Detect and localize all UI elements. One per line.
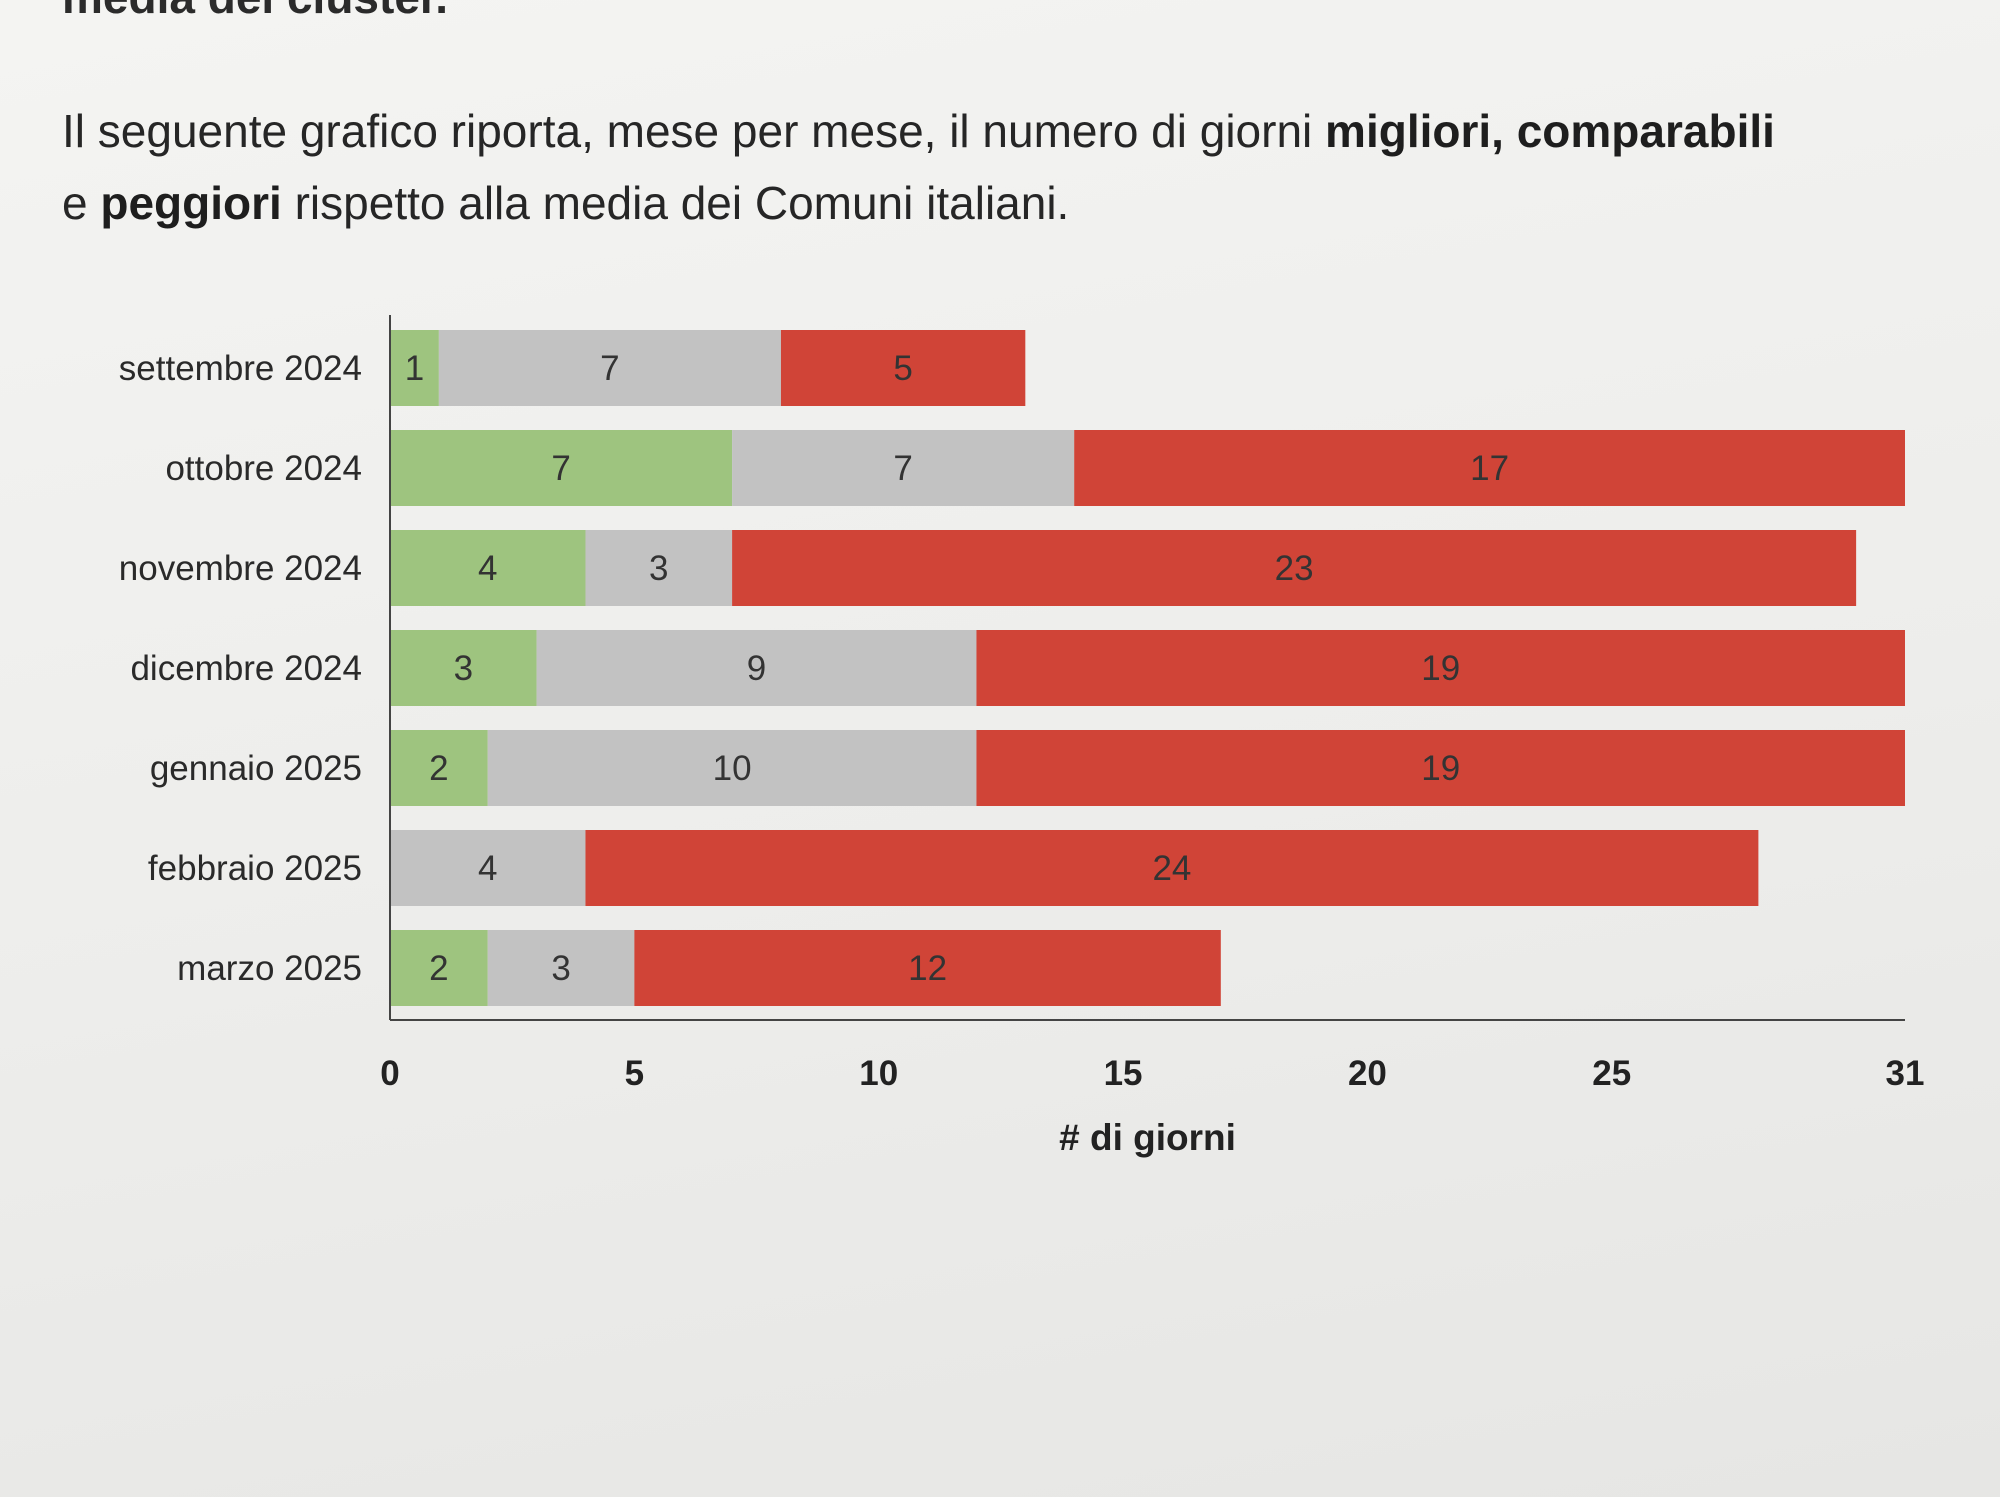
category-label: ottobre 2024	[165, 449, 362, 488]
bar-segment-migliori	[390, 530, 586, 606]
bar-segment-peggiori	[976, 630, 1905, 706]
x-axis-label: # di giorni	[1059, 1117, 1236, 1158]
data-label: 17	[1470, 449, 1509, 488]
data-label: 24	[1152, 849, 1191, 888]
data-label: 7	[551, 449, 570, 488]
bar-segment-migliori	[390, 330, 439, 406]
bar-segment-comparabili	[487, 930, 635, 1006]
category-label: novembre 2024	[119, 549, 362, 588]
data-label: 4	[478, 549, 497, 588]
data-label: 19	[1421, 749, 1460, 788]
data-label: 4	[478, 849, 497, 888]
data-label: 19	[1421, 649, 1460, 688]
bar-segment-comparabili	[585, 530, 733, 606]
bar-segment-migliori	[390, 630, 537, 706]
category-label: gennaio 2025	[150, 749, 362, 788]
category-label: dicembre 2024	[130, 649, 362, 688]
category-label: febbraio 2025	[148, 849, 362, 888]
bar-segment-peggiori	[634, 930, 1221, 1006]
intro-bold-peggiori: peggiori	[100, 177, 282, 229]
category-label: settembre 2024	[119, 349, 362, 388]
x-tick-label: 0	[380, 1054, 399, 1093]
x-tick-label: 20	[1348, 1054, 1387, 1093]
data-label: 23	[1275, 549, 1314, 588]
x-tick-label: 25	[1592, 1054, 1631, 1093]
bar-segment-migliori	[390, 430, 733, 506]
category-label: marzo 2025	[177, 949, 362, 988]
bar-segment-peggiori	[1074, 430, 1905, 506]
data-label: 9	[747, 649, 766, 688]
bar-segment-peggiori	[732, 530, 1857, 606]
x-tick-label: 5	[625, 1054, 644, 1093]
bar-segment-peggiori	[585, 830, 1759, 906]
intro-text-start: Il seguente grafico riporta, mese per me…	[62, 105, 1326, 157]
bar-segment-comparabili	[438, 330, 781, 406]
data-label: 7	[600, 349, 619, 388]
intro-text-e: e	[62, 177, 101, 229]
bar-segment-comparabili	[536, 630, 977, 706]
data-label: 12	[908, 949, 947, 988]
bar-segment-peggiori	[976, 730, 1905, 806]
data-label: 10	[713, 749, 752, 788]
x-tick-label: 10	[859, 1054, 898, 1093]
bar-segment-migliori	[390, 930, 488, 1006]
bar-segment-migliori	[390, 730, 488, 806]
data-label: 5	[893, 349, 912, 388]
intro-text-end: rispetto alla media dei Comuni italiani.	[281, 177, 1070, 229]
intro-paragraph: Il seguente grafico riporta, mese per me…	[62, 95, 1962, 239]
bar-segment-comparabili	[390, 830, 586, 906]
data-label: 3	[649, 549, 668, 588]
data-label: 2	[429, 749, 448, 788]
bar-segment-comparabili	[732, 430, 1075, 506]
data-label: 3	[454, 649, 473, 688]
data-label: 7	[893, 449, 912, 488]
x-tick-label: 31	[1886, 1054, 1925, 1093]
intro-bold-migliori-comparabili: migliori, comparabili	[1325, 105, 1775, 157]
data-label: 2	[429, 949, 448, 988]
data-label: 1	[405, 349, 424, 388]
x-tick-label: 15	[1104, 1054, 1143, 1093]
cutoff-text-line: media dei cluster.	[62, 0, 448, 24]
bar-segment-peggiori	[780, 330, 1026, 406]
bar-segment-comparabili	[487, 730, 977, 806]
data-label: 3	[551, 949, 570, 988]
